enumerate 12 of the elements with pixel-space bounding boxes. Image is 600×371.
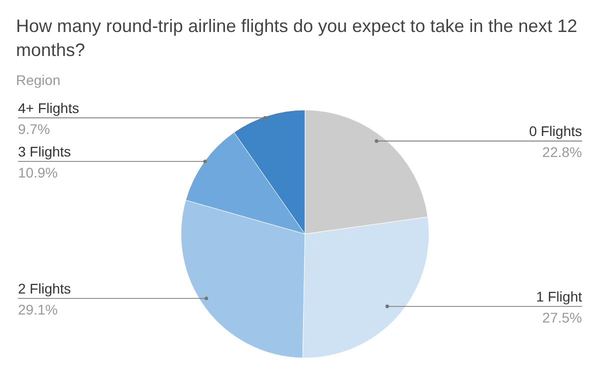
data-label: 22.8% (542, 144, 582, 160)
slice-label: 4+ Flights (18, 100, 80, 116)
data-label: 27.5% (542, 309, 582, 326)
data-label: 29.1% (18, 301, 58, 318)
slice-label: 0 Flights (529, 123, 582, 140)
slice-label: 3 Flights (18, 143, 71, 160)
slice-label: 1 Flight (536, 288, 582, 304)
chart-title: How many round-trip airline flights do you expect to take in the next 12 months? (16, 15, 578, 62)
data-label: 10.9% (18, 164, 58, 180)
slice-label: 2 Flights (18, 280, 71, 296)
data-label: 9.7% (18, 120, 50, 137)
chart-subtitle: Region (16, 72, 60, 88)
